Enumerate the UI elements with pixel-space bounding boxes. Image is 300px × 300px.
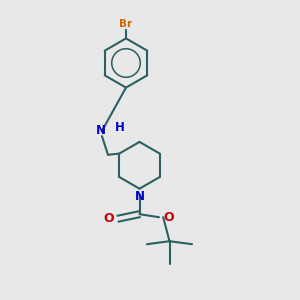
Text: H: H (115, 121, 124, 134)
Text: Br: Br (119, 19, 133, 29)
Text: O: O (163, 211, 174, 224)
Text: N: N (95, 124, 106, 137)
Text: N: N (134, 190, 145, 203)
Text: O: O (103, 212, 114, 225)
